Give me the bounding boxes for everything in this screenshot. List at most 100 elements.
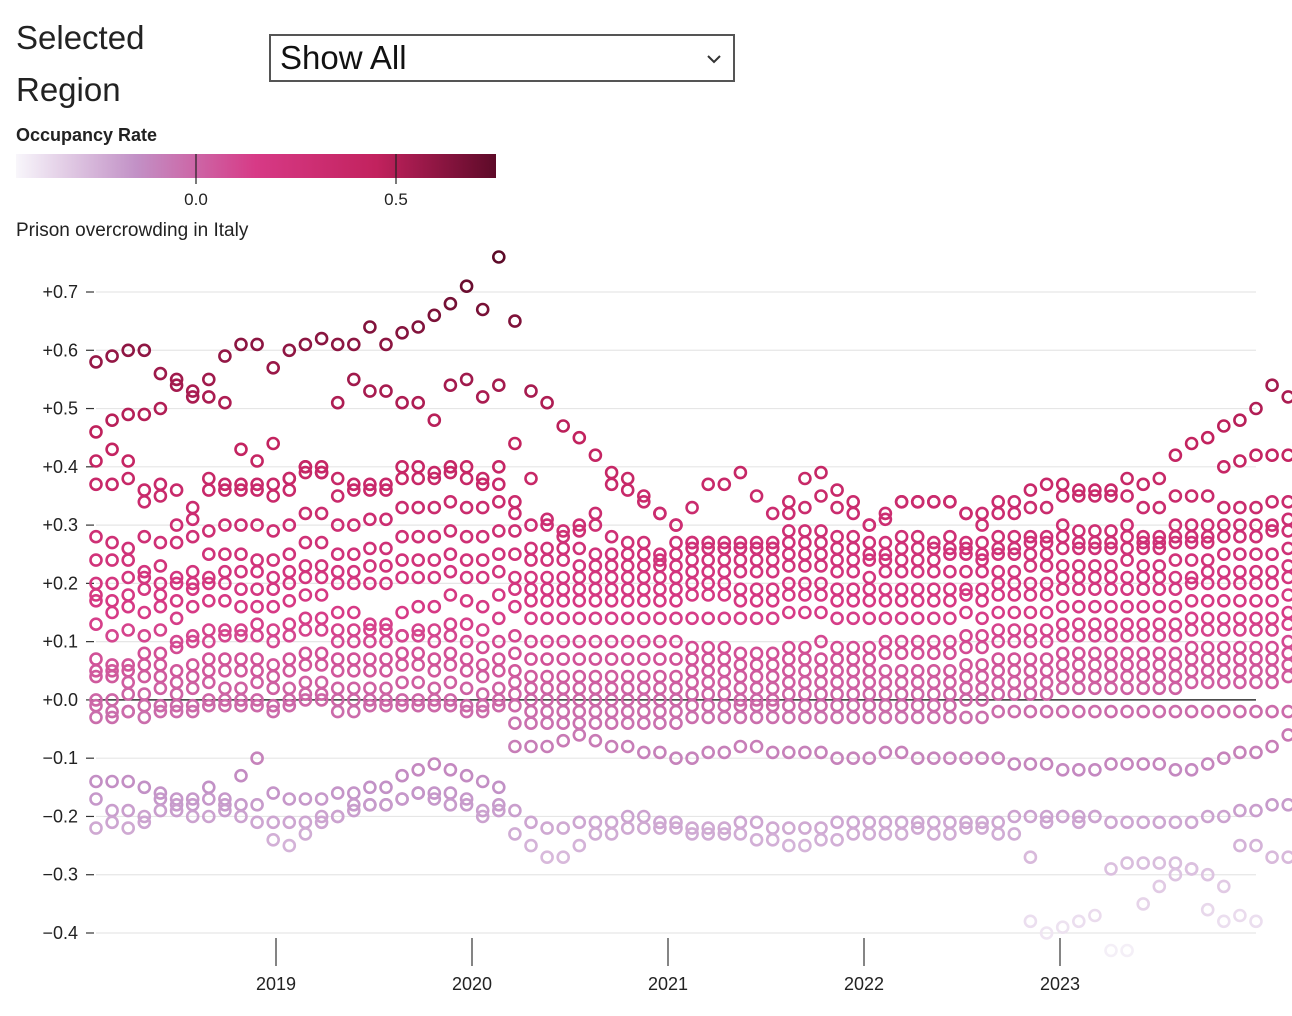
data-point [1039, 652, 1054, 666]
data-point [1184, 704, 1199, 719]
data-point [733, 564, 748, 579]
data-point [943, 827, 957, 841]
data-point [1104, 524, 1118, 538]
data-point [701, 652, 716, 666]
data-point [830, 541, 844, 556]
data-point [765, 693, 780, 707]
data-point [717, 535, 732, 550]
data-point [1152, 757, 1167, 771]
data-point [298, 815, 313, 830]
data-point [1184, 553, 1199, 567]
region-select[interactable]: Show All [269, 34, 735, 82]
data-point [1104, 704, 1118, 719]
data-point [1136, 500, 1150, 515]
data-point [636, 669, 651, 684]
data-point [669, 652, 683, 666]
data-point [89, 593, 103, 608]
x-tick-label: 2020 [452, 974, 492, 994]
data-point [1217, 675, 1231, 690]
data-point [1120, 617, 1134, 632]
data-point [1088, 617, 1102, 632]
data-point [153, 704, 168, 719]
data-point [1088, 541, 1102, 556]
data-point [330, 652, 345, 666]
data-point [975, 640, 989, 655]
data-point [620, 547, 635, 562]
data-point [443, 588, 458, 602]
data-point [395, 792, 409, 806]
data-point [975, 547, 989, 562]
data-point [282, 518, 297, 532]
legend-title: Occupancy Rate [16, 125, 158, 145]
data-point [1039, 634, 1054, 649]
data-point [427, 471, 442, 486]
data-point [443, 494, 458, 509]
data-point [926, 827, 941, 841]
data-point [781, 547, 796, 562]
data-point [701, 640, 716, 655]
data-point [105, 710, 119, 725]
data-point [1200, 430, 1215, 445]
data-point [1184, 576, 1199, 591]
data-point [1249, 448, 1263, 462]
data-point [346, 652, 361, 666]
data-point [733, 669, 748, 684]
data-point [926, 675, 941, 690]
data-point [540, 611, 554, 626]
data-point [749, 611, 764, 626]
data-point [105, 663, 119, 678]
data-point [846, 529, 861, 544]
data-point [105, 774, 119, 789]
data-point [572, 524, 587, 538]
data-point [830, 675, 844, 690]
data-point [346, 663, 361, 678]
data-point [1265, 739, 1279, 754]
data-point [1136, 582, 1150, 597]
data-point [975, 681, 989, 696]
data-point [733, 815, 748, 830]
data-point [717, 698, 732, 713]
data-point [89, 477, 103, 492]
data-point [105, 628, 119, 643]
data-point [282, 628, 297, 643]
data-point [830, 553, 844, 567]
data-point [105, 535, 119, 550]
data-point [314, 570, 329, 585]
data-point [1281, 634, 1292, 649]
data-point [991, 652, 1006, 666]
data-point [878, 698, 893, 713]
data-point [1281, 512, 1292, 527]
data-point [846, 593, 861, 608]
data-point [862, 687, 877, 701]
data-point [234, 337, 248, 352]
data-point [1104, 559, 1118, 573]
data-point [89, 669, 103, 684]
data-point [1168, 628, 1183, 643]
data-point [1217, 623, 1231, 637]
data-point [282, 792, 297, 806]
data-point [202, 623, 216, 637]
data-point [1265, 850, 1279, 865]
data-point [862, 675, 877, 690]
data-point [266, 436, 281, 451]
data-point [1233, 454, 1247, 468]
data-point [604, 716, 619, 731]
data-point [346, 372, 361, 387]
data-point [669, 634, 683, 649]
data-point [1200, 640, 1215, 655]
data-point [814, 559, 828, 573]
data-point [814, 588, 828, 602]
data-point [556, 541, 571, 556]
data-point [475, 623, 490, 637]
data-point [524, 471, 538, 486]
data-point [798, 675, 812, 690]
data-point [1072, 681, 1086, 696]
data-point [363, 483, 377, 497]
data-point [1120, 669, 1134, 684]
data-point [411, 395, 426, 410]
data-point [588, 669, 603, 684]
data-point [1120, 856, 1134, 870]
data-point [943, 698, 957, 713]
data-point [89, 693, 103, 707]
data-point [137, 494, 152, 509]
